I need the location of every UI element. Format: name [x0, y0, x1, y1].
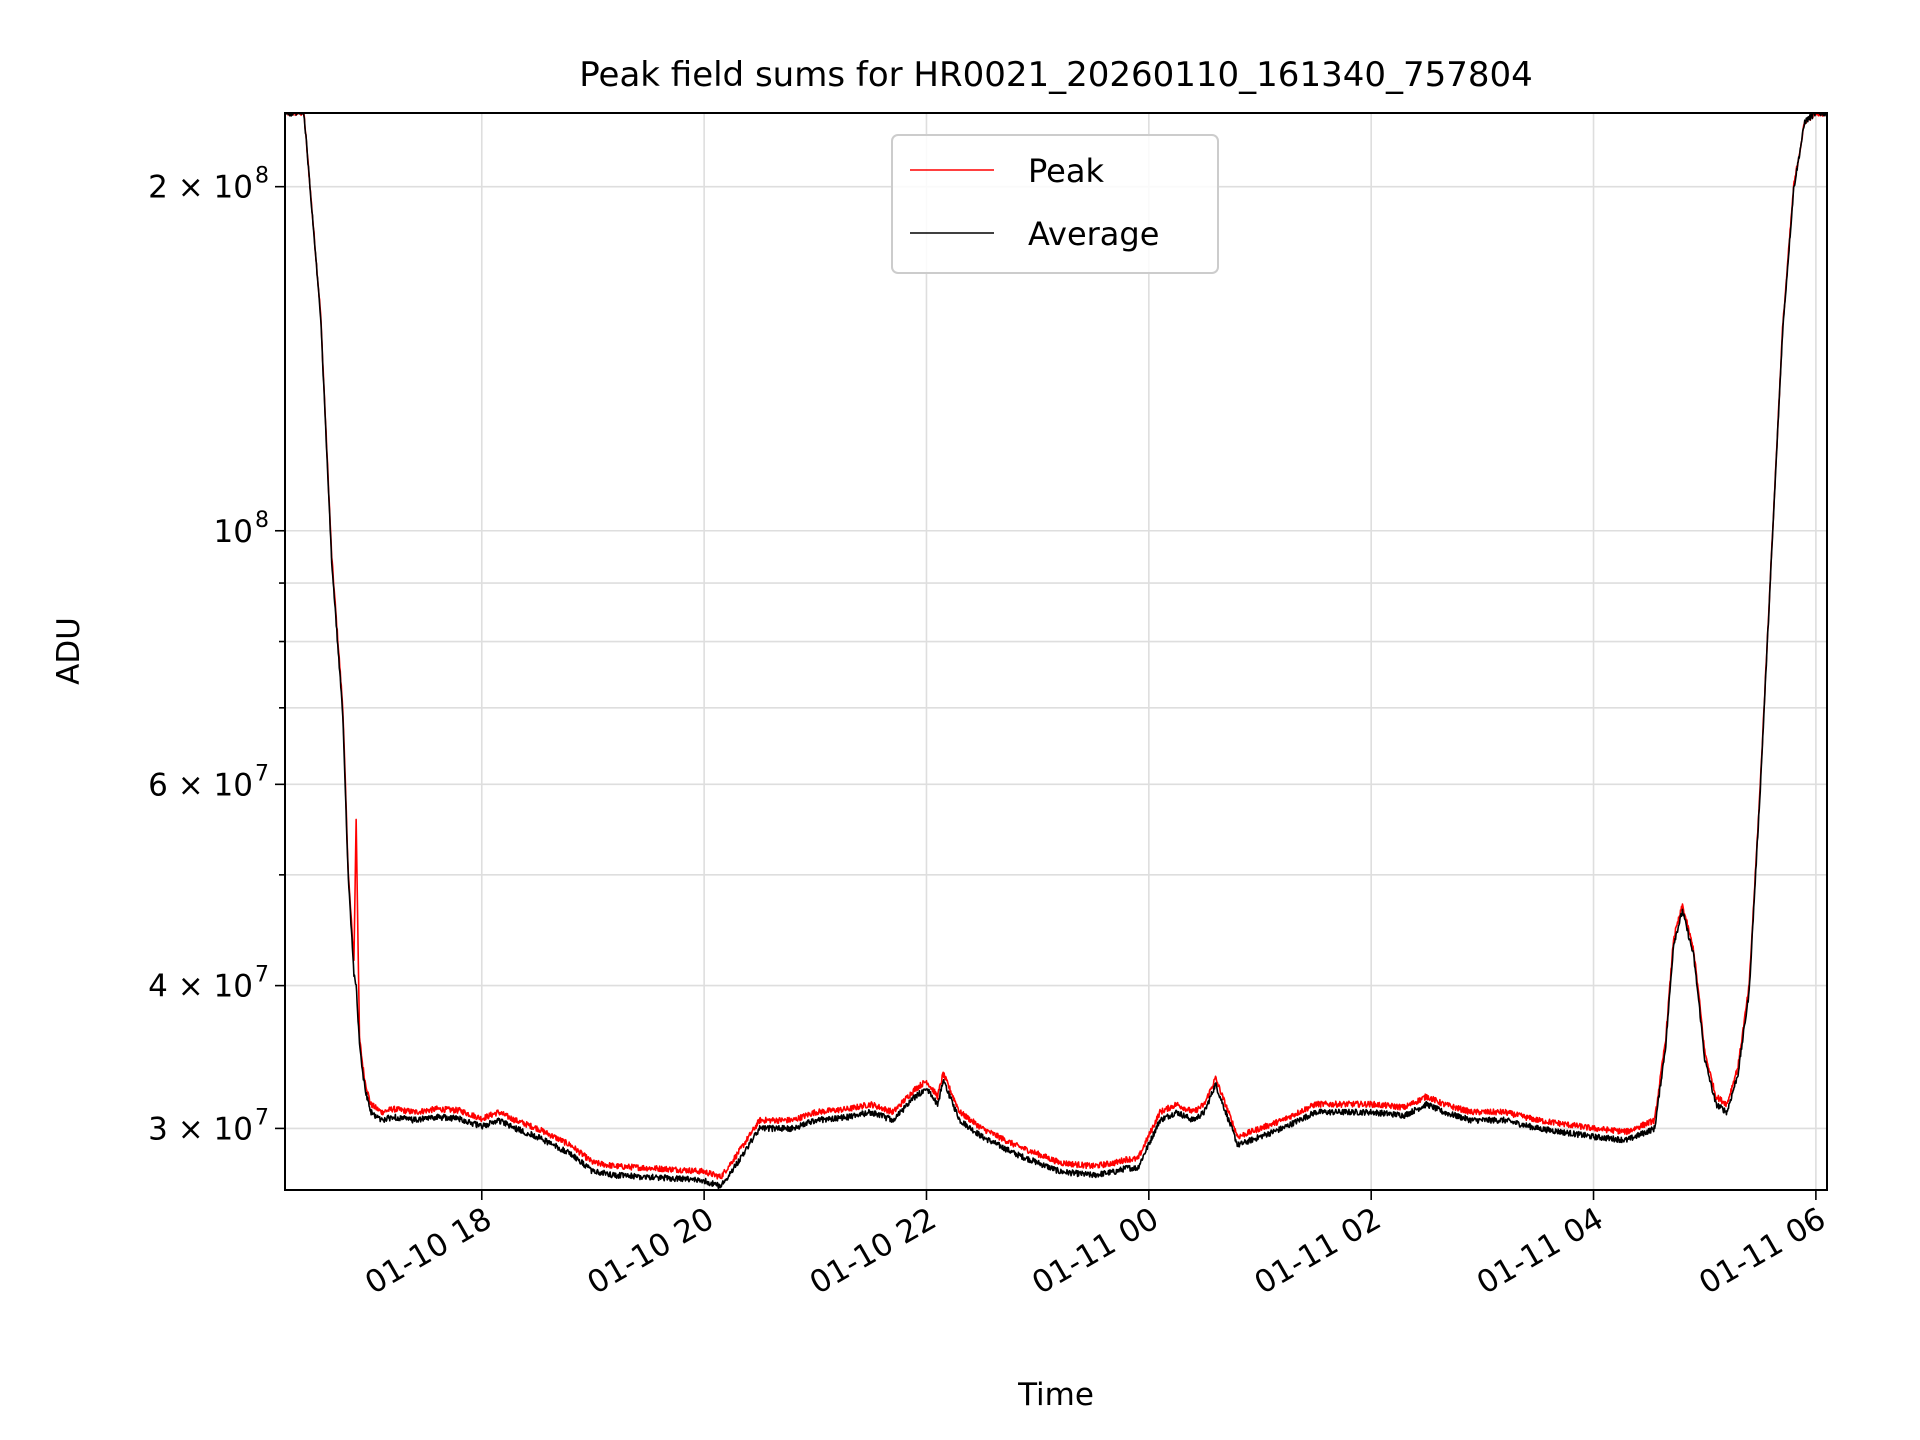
chart-title: Peak field sums for HR0021_20260110_1613… [579, 55, 1533, 95]
legend: Peak Average [891, 134, 1219, 274]
y-tick-exponent: 7 [255, 761, 269, 786]
legend-peak-label: Peak [1028, 152, 1104, 190]
y-tick-exponent: 8 [255, 164, 269, 189]
y-axis-ticks: 3 × 10 74 × 10 76 × 10 710 82 × 10 8 [148, 164, 285, 1147]
y-tick-label: 4 × 10 [148, 969, 253, 1005]
y-axis-label: ADU [51, 617, 87, 685]
peak-series-line [285, 113, 1827, 1180]
y-tick-exponent: 8 [255, 508, 269, 533]
plot-area [285, 113, 1827, 1189]
y-tick-label: 6 × 10 [148, 767, 253, 803]
y-tick-label: 3 × 10 [148, 1111, 253, 1147]
plot-layer [285, 113, 1827, 1189]
average-series-line [285, 113, 1827, 1189]
y-tick-label: 2 × 10 [148, 170, 253, 206]
axes-frame [284, 112, 1828, 1191]
legend-average-label: Average [1028, 215, 1159, 253]
x-axis-label: Time [1017, 1377, 1094, 1413]
y-tick-label: 10 [214, 514, 253, 550]
y-tick-exponent: 7 [255, 963, 269, 988]
y-tick-exponent: 7 [255, 1105, 269, 1130]
